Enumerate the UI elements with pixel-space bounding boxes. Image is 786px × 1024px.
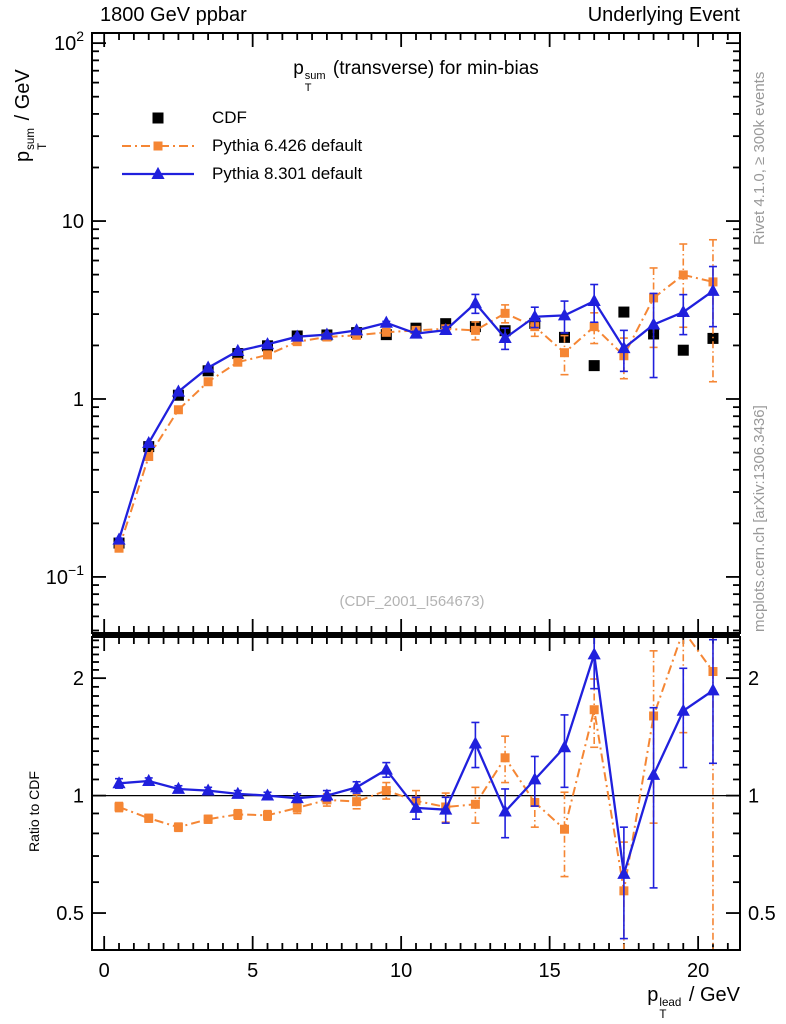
tick-labels: 0 5 10 15 20 102 10 1 10−1 2 2 1 1 0.5 0.5	[46, 28, 776, 982]
y-axis-title-rest: / GeV	[12, 69, 34, 126]
header-analysis-group: Underlying Event	[587, 4, 740, 26]
legend-label-pythia6: Pythia 6.426 default	[212, 136, 363, 155]
pythia6-dashdot-square-icon	[122, 141, 194, 151]
x-tick-label: 5	[247, 960, 258, 982]
y-tick-label: 102	[54, 28, 84, 55]
series-pythia-8-301-default	[112, 638, 720, 940]
legend-label-cdf: CDF	[212, 108, 247, 127]
plot-title: p sum T (transverse) for min-bias	[293, 58, 539, 94]
x-axis-title-base: p	[647, 984, 659, 1006]
rivet-version-text: Rivet 4.1.0, ≥ 300k events	[751, 71, 768, 245]
plot-title-base: p	[293, 58, 304, 79]
ratio-tick-label-right: 2	[748, 668, 759, 690]
ratio-tick-label-left: 1	[73, 786, 84, 808]
legend-item-pythia6: Pythia 6.426 default	[120, 132, 362, 160]
y-tick-label: 10	[62, 211, 84, 233]
plot-title-sup: sum	[304, 69, 326, 82]
header-beam-energy: 1800 GeV ppbar	[100, 4, 247, 26]
x-tick-label: 15	[539, 960, 561, 982]
mcplots-reference-text: mcplots.cern.ch [arXiv:1306.3436]	[751, 405, 768, 632]
y-axis-title-sub: T	[36, 142, 50, 150]
x-tick-label: 0	[99, 960, 110, 982]
legend-item-cdf: CDF	[120, 104, 362, 132]
x-axis-title-sub: T	[659, 1008, 667, 1022]
x-axis-title-subsup: lead T	[659, 996, 682, 1022]
ratio-tick-label-right: 0.5	[748, 903, 776, 925]
legend-item-pythia8: Pythia 8.301 default	[120, 160, 362, 188]
ratio-tick-label-left: 2	[73, 668, 84, 690]
y-axis-title-subsup: sum T	[24, 128, 50, 150]
x-tick-label: 10	[390, 960, 412, 982]
plot-title-rest: (transverse) for min-bias	[327, 58, 539, 79]
pythia8-line-triangle-icon	[122, 166, 194, 179]
y-tick-label: 10−1	[46, 562, 84, 589]
series-pythia-8-301-default	[112, 265, 720, 545]
ratio-axis-title: Ratio to CDF	[26, 771, 42, 852]
legend-label-pythia8: Pythia 8.301 default	[212, 164, 363, 183]
legend: CDF Pythia 6.426 default Pythia 8.301 de…	[120, 104, 362, 188]
x-axis-title: p lead T / GeV	[647, 984, 740, 1022]
plot-title-sub: T	[304, 81, 312, 94]
series-pythia-6-426-default	[114, 238, 718, 553]
plot-title-subsup: sum T	[304, 69, 326, 94]
x-axis-title-sup: lead	[659, 996, 682, 1010]
analysis-id-watermark: (CDF_2001_I564673)	[339, 593, 485, 610]
ratio-tick-label-left: 0.5	[56, 903, 84, 925]
cdf-square-marker-icon	[152, 112, 164, 124]
x-tick-label: 20	[687, 960, 709, 982]
y-tick-label: 1	[73, 389, 84, 411]
y-axis-title: p sum T / GeV	[12, 69, 50, 162]
x-axis-title-rest: / GeV	[683, 984, 740, 1006]
ratio-tick-label-right: 1	[748, 786, 759, 808]
y-axis-title-base: p	[12, 150, 34, 162]
series-cdf	[113, 306, 719, 549]
